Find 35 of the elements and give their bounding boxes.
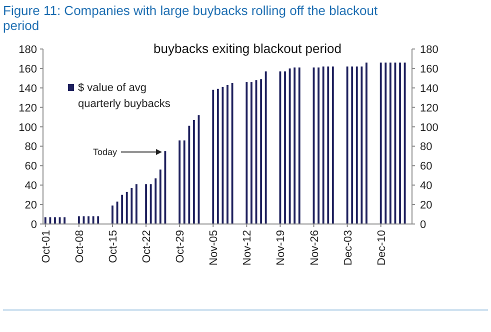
y2-tick-label: 60 bbox=[420, 160, 432, 173]
y-tick-label: 120 bbox=[18, 102, 37, 114]
x-tick-label: Oct-01 bbox=[40, 230, 52, 264]
chart-title: Figure 11: Companies with large buybacks rolling off the blackout period bbox=[3, 3, 378, 33]
y2-tick-label: 80 bbox=[420, 141, 432, 154]
x-tick-label: Oct-08 bbox=[74, 230, 86, 264]
y-tick-label: 20 bbox=[24, 200, 37, 212]
y-tick-label: 160 bbox=[18, 63, 37, 76]
y2-tick-label: 40 bbox=[420, 180, 432, 192]
y-tick-label: 0 bbox=[30, 219, 37, 231]
y-tick-label: 60 bbox=[24, 160, 37, 173]
x-tick-label: Nov-26 bbox=[308, 230, 321, 266]
y-tick-label: 80 bbox=[24, 141, 37, 154]
y2-tick-label: 20 bbox=[420, 200, 432, 212]
x-tick-label: Dec-03 bbox=[342, 230, 354, 266]
y2-tick-label: 140 bbox=[420, 82, 438, 95]
x-tick-label: Oct-22 bbox=[141, 230, 154, 264]
y2-tick-label: 180 bbox=[420, 44, 438, 56]
y-tick-label: 100 bbox=[18, 122, 37, 134]
y2-tick-label: 0 bbox=[420, 219, 426, 231]
y-tick-label: 40 bbox=[24, 180, 37, 192]
x-tick-label: Oct-15 bbox=[107, 230, 120, 264]
y2-tick-label: 120 bbox=[420, 102, 438, 114]
x-tick-label: Nov-12 bbox=[242, 230, 254, 266]
y-tick-label: 140 bbox=[18, 82, 37, 95]
annotation: Today bbox=[92, 147, 118, 157]
x-tick-label: Nov-19 bbox=[275, 230, 288, 266]
chart-subtitle: buybacks exiting blackout period bbox=[154, 41, 342, 56]
x-tick-label: Nov-05 bbox=[208, 230, 220, 266]
x-tick-label: Oct-29 bbox=[174, 230, 187, 264]
legend-label: $ value of avg quarterly buybacks bbox=[78, 82, 171, 110]
y-tick-label: 180 bbox=[18, 44, 37, 56]
y2-tick-label: 160 bbox=[420, 63, 438, 76]
x-tick-label: Dec-10 bbox=[376, 230, 388, 266]
y2-tick-label: 100 bbox=[420, 122, 438, 134]
